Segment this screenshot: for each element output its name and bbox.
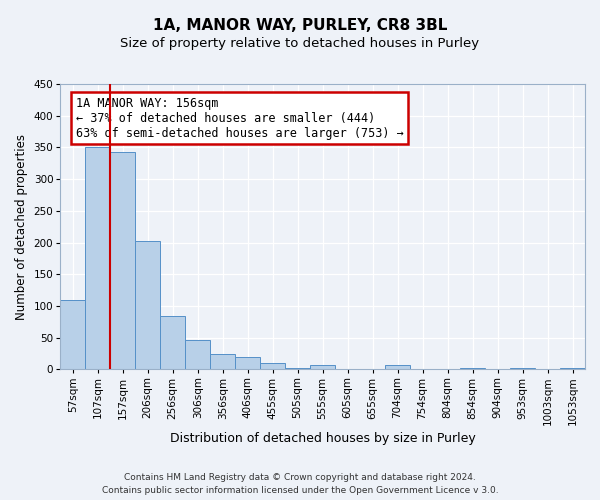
Bar	[60, 300, 85, 370]
Bar	[310, 365, 335, 370]
Bar	[410, 369, 435, 370]
Bar	[485, 369, 510, 370]
Bar	[210, 354, 235, 370]
Bar	[185, 340, 210, 370]
Bar	[510, 368, 535, 370]
Bar	[385, 365, 410, 370]
Text: Contains public sector information licensed under the Open Government Licence v : Contains public sector information licen…	[101, 486, 499, 495]
Bar	[435, 369, 460, 370]
Bar	[260, 362, 285, 370]
Bar	[460, 368, 485, 370]
X-axis label: Distribution of detached houses by size in Purley: Distribution of detached houses by size …	[170, 432, 476, 445]
Bar	[85, 148, 110, 370]
Bar	[560, 368, 585, 370]
Bar	[110, 152, 135, 370]
Text: Contains HM Land Registry data © Crown copyright and database right 2024.: Contains HM Land Registry data © Crown c…	[124, 472, 476, 482]
Bar	[135, 240, 160, 370]
Bar	[335, 369, 360, 370]
Bar	[235, 357, 260, 370]
Bar	[160, 316, 185, 370]
Text: 1A MANOR WAY: 156sqm
← 37% of detached houses are smaller (444)
63% of semi-deta: 1A MANOR WAY: 156sqm ← 37% of detached h…	[76, 96, 403, 140]
Bar	[535, 369, 560, 370]
Text: Size of property relative to detached houses in Purley: Size of property relative to detached ho…	[121, 38, 479, 51]
Bar	[285, 368, 310, 370]
Text: 1A, MANOR WAY, PURLEY, CR8 3BL: 1A, MANOR WAY, PURLEY, CR8 3BL	[153, 18, 447, 32]
Y-axis label: Number of detached properties: Number of detached properties	[15, 134, 28, 320]
Bar	[360, 369, 385, 370]
